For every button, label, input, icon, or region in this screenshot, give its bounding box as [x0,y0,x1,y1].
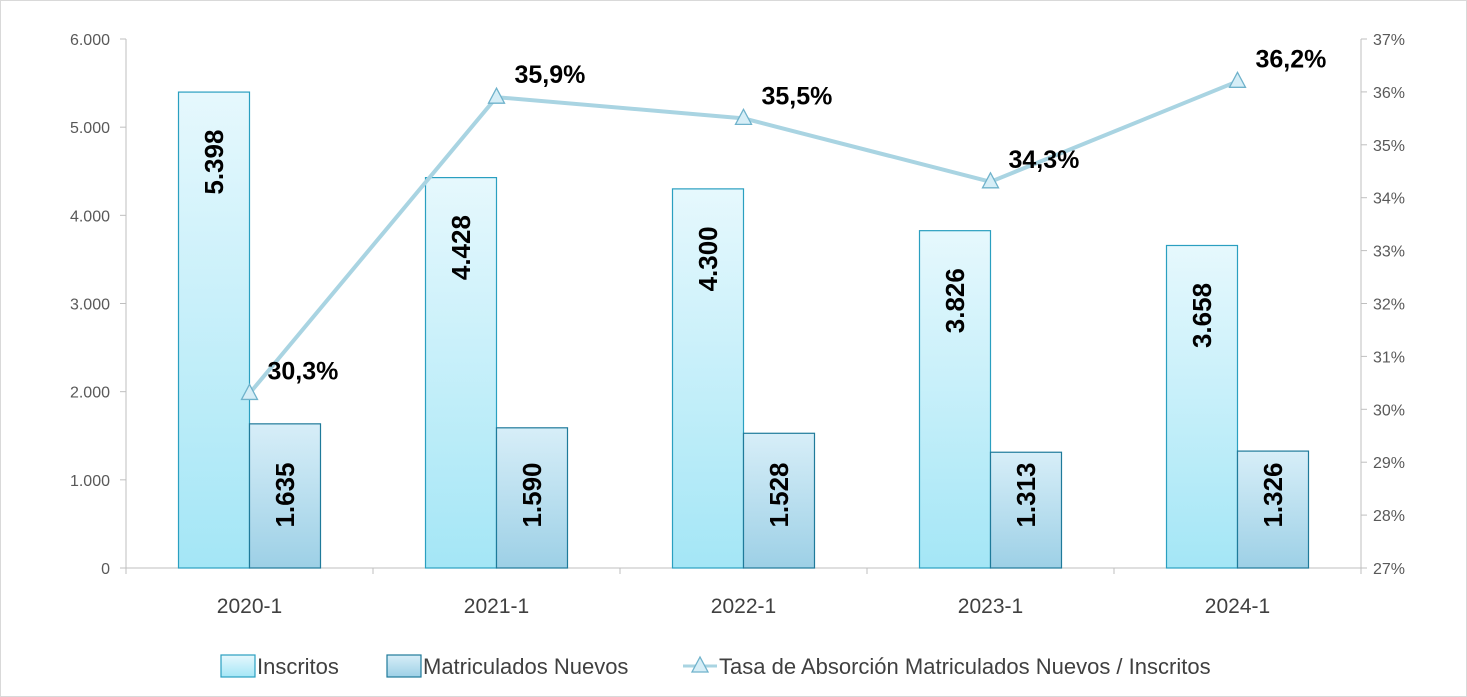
rate-marker-triangle [240,383,259,401]
axes-layer: 0 1.000 2.000 3.000 4.000 5.000 6.000 27% 28% 29%… [70,32,1405,618]
bar-matriculados-nuevos [495,427,569,569]
legend-label-matriculados: Matriculados Nuevos [423,654,628,679]
x-category-label: 2021-1 [464,595,529,618]
bar-matriculados-nuevos [989,451,1063,569]
legend-label-inscritos: Inscritos [257,654,339,679]
rate-data-label: 35,5% [762,82,833,110]
rate-marker-triangle [734,107,753,125]
y-right-tick-label: 36% [1373,85,1405,102]
bar-label-inscritos: 3.658 [1187,283,1217,348]
y-right-tick-label: 35% [1373,138,1405,155]
y-right-tick-label: 27% [1373,561,1405,578]
legend-swatch-matriculados [386,654,422,678]
y-left-tick-label: 0 [101,561,110,578]
data-labels-layer: 5.398 1.635 4.428 1.590 4.300 1.528 3.826 1.313… [199,45,1326,527]
x-category-label: 2020-1 [217,595,282,618]
bar-label-inscritos: 4.428 [446,215,476,280]
bar-matriculados-nuevos [742,432,816,569]
bar-inscritos [1165,244,1239,569]
x-category-label: 2023-1 [958,595,1023,618]
bar-label-matriculados: 1.313 [1011,462,1041,527]
y-right-tick-label: 29% [1373,455,1405,472]
rate-line-layer [240,70,1247,401]
y-right-tick-label: 32% [1373,297,1405,314]
bar-label-matriculados: 1.326 [1258,462,1288,527]
bar-inscritos [424,176,498,569]
legend-label-tasa: Tasa de Absorción Matriculados Nuevos / … [719,654,1211,679]
bar-label-matriculados: 1.635 [270,462,300,527]
y-right-tick-label: 33% [1373,244,1405,261]
bar-label-matriculados: 1.528 [764,462,794,527]
x-category-label: 2022-1 [711,595,776,618]
y-right-tick-label: 31% [1373,349,1405,366]
bar-matriculados-nuevos [248,423,322,569]
y-right-tick-label: 30% [1373,402,1405,419]
bar-inscritos [918,230,992,569]
bars-layer [177,91,1310,569]
legend-swatch-inscritos [220,654,256,678]
bar-label-inscritos: 3.826 [940,268,970,333]
bar-label-matriculados: 1.590 [517,462,547,527]
y-right-tick-label: 34% [1373,191,1405,208]
legend: Inscritos Matriculados Nuevos Tasa de Abso… [220,654,1211,679]
bar-inscritos [177,91,251,569]
rate-marker-triangle [981,171,1000,189]
rate-marker-triangle [487,86,506,104]
y-left-tick-label: 5.000 [70,120,110,137]
bar-label-inscritos: 5.398 [199,130,229,195]
rate-data-label: 34,3% [1009,146,1080,174]
y-left-tick-label: 4.000 [70,208,110,225]
y-right-tick-label: 37% [1373,32,1405,49]
rate-data-label: 30,3% [268,357,339,385]
rate-data-label: 36,2% [1256,45,1327,73]
y-left-tick-label: 2.000 [70,385,110,402]
y-right-tick-label: 28% [1373,508,1405,525]
y-left-tick-label: 1.000 [70,473,110,490]
bar-matriculados-nuevos [1236,450,1310,569]
bar-label-inscritos: 4.300 [693,226,723,291]
rate-data-label: 35,9% [515,61,586,89]
bar-inscritos [671,188,745,569]
y-left-tick-label: 6.000 [70,32,110,49]
rate-marker-triangle [1228,70,1247,88]
x-category-label: 2024-1 [1205,595,1270,618]
legend-marker-tasa [690,655,710,673]
y-left-tick-label: 3.000 [70,297,110,314]
